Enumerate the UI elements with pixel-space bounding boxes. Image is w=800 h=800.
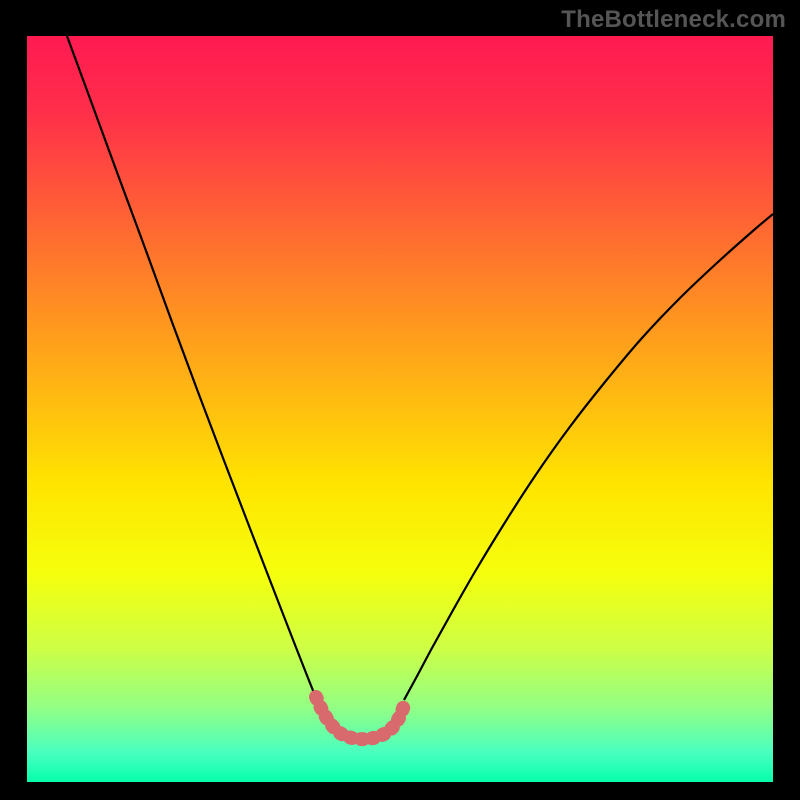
watermark-text: TheBottleneck.com: [561, 6, 786, 34]
curves-layer: [27, 36, 773, 782]
bottleneck-trough-highlight: [316, 697, 405, 739]
plot-frame: [27, 36, 773, 782]
bottleneck-curve-right: [404, 214, 773, 700]
chart-container: TheBottleneck.com: [0, 0, 800, 800]
bottleneck-curve-left: [67, 36, 316, 698]
